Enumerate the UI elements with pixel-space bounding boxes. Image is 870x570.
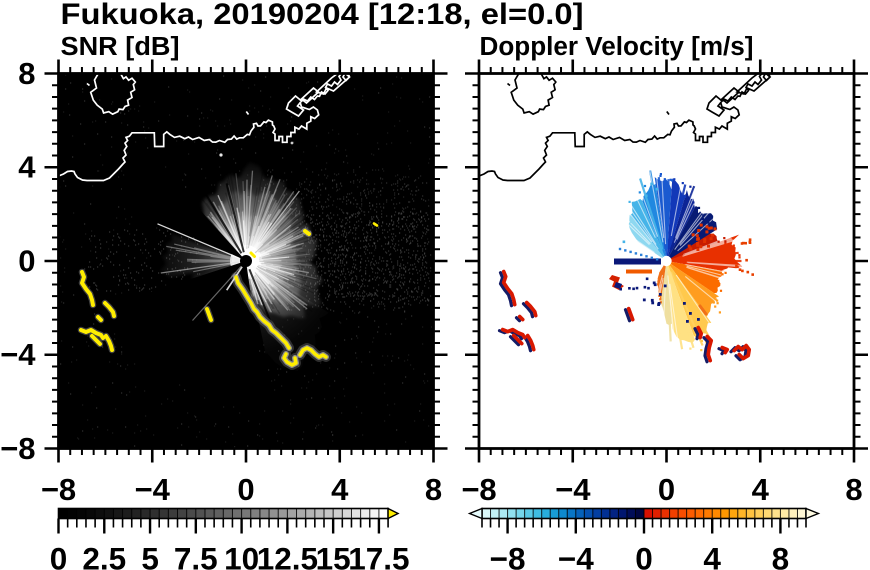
svg-text:8: 8: [425, 472, 442, 507]
svg-text:SNR [dB]: SNR [dB]: [61, 33, 180, 61]
svg-text:Fukuoka, 20190204 [12:18, el=0: Fukuoka, 20190204 [12:18, el=0.0]: [61, 0, 584, 31]
svg-text:4: 4: [18, 150, 36, 185]
svg-text:0: 0: [18, 243, 35, 278]
svg-text:0: 0: [658, 472, 675, 507]
svg-text:−8: −8: [0, 431, 35, 466]
svg-text:17.5: 17.5: [348, 540, 409, 570]
svg-text:0: 0: [50, 540, 68, 570]
svg-text:−4: −4: [558, 540, 594, 570]
svg-text:−8: −8: [490, 540, 526, 570]
svg-text:0: 0: [237, 472, 254, 507]
svg-text:−4: −4: [135, 472, 171, 507]
svg-text:−8: −8: [461, 472, 496, 507]
svg-text:−4: −4: [0, 337, 36, 372]
svg-text:4: 4: [703, 540, 721, 570]
svg-text:7.5: 7.5: [174, 540, 218, 570]
svg-text:−4: −4: [555, 472, 591, 507]
svg-text:4: 4: [331, 472, 349, 507]
svg-text:10: 10: [224, 540, 259, 570]
svg-text:0: 0: [635, 540, 653, 570]
svg-text:−8: −8: [41, 472, 76, 507]
svg-text:8: 8: [845, 472, 862, 507]
svg-text:2.5: 2.5: [82, 540, 126, 570]
svg-text:5: 5: [141, 540, 159, 570]
svg-text:Doppler Velocity [m/s]: Doppler Velocity [m/s]: [480, 33, 754, 61]
svg-text:15: 15: [316, 540, 351, 570]
svg-text:8: 8: [18, 56, 35, 91]
svg-text:4: 4: [752, 472, 770, 507]
svg-text:8: 8: [772, 540, 790, 570]
svg-text:12.5: 12.5: [257, 540, 318, 570]
